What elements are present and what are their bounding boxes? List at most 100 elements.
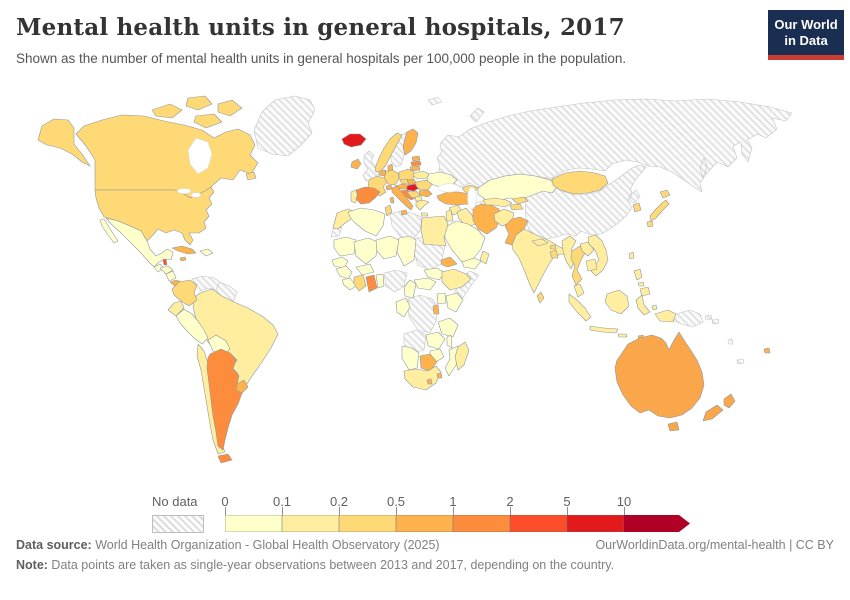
- country-nepal[interactable]: [531, 238, 549, 247]
- country-malaysia[interactable]: [573, 283, 585, 298]
- country-indonesia-lesser-sunda[interactable]: [617, 333, 628, 338]
- country-burkina-faso[interactable]: [355, 263, 375, 276]
- country-canada-newfoundland[interactable]: [245, 171, 257, 181]
- country-senegal[interactable]: [331, 256, 349, 269]
- country-latvia[interactable]: [410, 160, 422, 167]
- country-saudi-arabia[interactable]: [443, 220, 486, 263]
- novaya-zemlya[interactable]: [469, 107, 485, 123]
- country-venezuela[interactable]: [191, 275, 221, 292]
- country-car[interactable]: [413, 277, 437, 291]
- owid-logo[interactable]: Our World in Data: [768, 10, 844, 61]
- vanuatu[interactable]: [727, 338, 734, 345]
- country-new-zealand-north[interactable]: [723, 393, 736, 409]
- country-nicaragua[interactable]: [165, 270, 177, 282]
- owid-link[interactable]: OurWorldinData.org/mental-health | CC BY: [595, 538, 834, 552]
- new-caledonia[interactable]: [736, 358, 745, 365]
- solomon-islands[interactable]: [711, 318, 720, 325]
- country-namibia[interactable]: [401, 345, 420, 371]
- country-peru[interactable]: [175, 308, 209, 345]
- country-mali[interactable]: [353, 237, 379, 265]
- country-colombia[interactable]: [171, 279, 198, 307]
- country-finland[interactable]: [402, 128, 419, 156]
- country-togo-benin[interactable]: [375, 273, 385, 289]
- legend-segment-10-plus[interactable]: [624, 515, 690, 532]
- country-japan-honshu[interactable]: [649, 199, 670, 222]
- country-greece-crete[interactable]: [420, 212, 429, 217]
- country-tunisia[interactable]: [384, 204, 393, 217]
- legend-segment-02-05[interactable]: [339, 515, 396, 532]
- country-belarus[interactable]: [412, 170, 430, 180]
- country-botswana[interactable]: [419, 353, 438, 372]
- country-russia-sakhalin[interactable]: [699, 157, 708, 179]
- country-lesotho[interactable]: [426, 378, 433, 385]
- country-canada-arctic3[interactable]: [217, 99, 243, 117]
- country-iceland[interactable]: [341, 133, 367, 148]
- country-indonesia-sulawesi[interactable]: [635, 294, 651, 316]
- country-tierra-del-fuego[interactable]: [217, 453, 233, 464]
- country-borneo[interactable]: [604, 289, 630, 315]
- country-drc[interactable]: [407, 294, 439, 334]
- country-mexico[interactable]: [105, 217, 174, 268]
- country-spain[interactable]: [355, 186, 381, 205]
- country-south-korea[interactable]: [632, 202, 642, 213]
- country-italy-sicily[interactable]: [400, 209, 408, 216]
- new-britain[interactable]: [704, 314, 713, 321]
- country-levant[interactable]: [445, 209, 454, 222]
- country-mauritania[interactable]: [333, 236, 357, 257]
- country-bhutan[interactable]: [549, 244, 557, 250]
- country-portugal[interactable]: [350, 189, 359, 204]
- country-west-papua[interactable]: [654, 309, 677, 323]
- country-benelux[interactable]: [378, 169, 387, 177]
- country-uruguay[interactable]: [235, 379, 249, 394]
- legend-segment-05-1[interactable]: [396, 515, 453, 532]
- country-australia-tasmania[interactable]: [667, 421, 680, 432]
- country-fiji[interactable]: [763, 347, 771, 354]
- country-canada[interactable]: [75, 114, 259, 199]
- country-cambodia[interactable]: [585, 258, 598, 272]
- country-ethiopia[interactable]: [441, 268, 472, 291]
- legend-segment-1-2[interactable]: [453, 515, 510, 532]
- country-tanzania[interactable]: [437, 317, 459, 338]
- country-cuba[interactable]: [171, 245, 197, 255]
- svalbard[interactable]: [427, 96, 443, 106]
- country-cote-divoire[interactable]: [353, 274, 367, 292]
- country-uzbekistan[interactable]: [482, 197, 513, 208]
- country-italy[interactable]: [391, 185, 414, 211]
- country-hispaniola[interactable]: [199, 248, 214, 257]
- country-eritrea[interactable]: [440, 256, 458, 268]
- country-kenya[interactable]: [445, 292, 464, 313]
- country-bulgaria[interactable]: [418, 189, 433, 198]
- country-honduras[interactable]: [159, 265, 174, 275]
- country-switzerland[interactable]: [385, 184, 393, 191]
- legend-segment-2-5[interactable]: [510, 515, 567, 532]
- country-canada-baffin[interactable]: [193, 113, 223, 129]
- country-congo-gabon[interactable]: [395, 297, 411, 318]
- country-italy-sardinia[interactable]: [389, 196, 395, 204]
- country-indonesia-moluccas[interactable]: [651, 304, 658, 311]
- legend-no-data[interactable]: No data: [152, 494, 208, 533]
- country-sri-lanka[interactable]: [536, 291, 545, 304]
- country-niger[interactable]: [375, 235, 400, 260]
- country-russia[interactable]: [436, 98, 793, 193]
- country-lithuania[interactable]: [409, 165, 421, 172]
- country-sierra-leone-liberia[interactable]: [341, 277, 357, 291]
- country-chad[interactable]: [396, 235, 417, 267]
- country-png[interactable]: [672, 309, 704, 328]
- country-canada-arctic1[interactable]: [151, 103, 183, 119]
- country-greece[interactable]: [415, 199, 430, 211]
- country-philippines-mindanao[interactable]: [639, 286, 651, 297]
- country-uganda[interactable]: [436, 292, 447, 305]
- legend-segment-0-01[interactable]: [225, 515, 282, 532]
- country-rwanda-burundi[interactable]: [432, 304, 440, 315]
- country-kyrgyzstan[interactable]: [511, 196, 529, 205]
- country-eswatini[interactable]: [436, 372, 443, 379]
- country-new-zealand-south[interactable]: [702, 404, 724, 422]
- country-madagascar[interactable]: [454, 341, 470, 371]
- country-nigeria[interactable]: [383, 269, 408, 293]
- country-north-korea[interactable]: [629, 189, 641, 204]
- country-guinea[interactable]: [335, 265, 353, 280]
- country-belize[interactable]: [162, 258, 168, 266]
- country-philippines-visayas[interactable]: [637, 281, 645, 287]
- country-algeria[interactable]: [347, 207, 386, 237]
- country-egypt[interactable]: [420, 215, 449, 247]
